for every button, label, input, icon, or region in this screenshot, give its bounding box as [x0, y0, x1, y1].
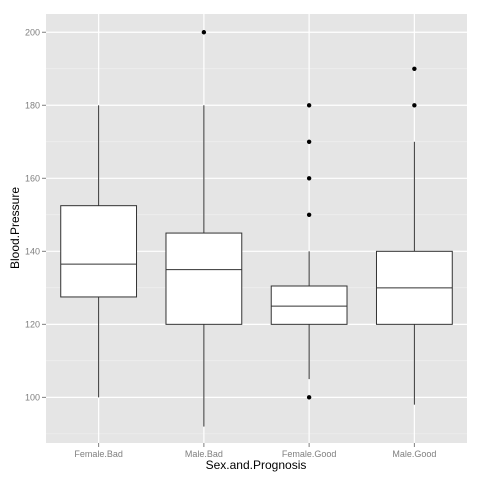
- x-tick-label: Female.Good: [282, 449, 337, 459]
- box-female-bad: [60, 105, 138, 398]
- outlier-point: [201, 30, 207, 35]
- x-axis-ticks: Female.Bad Male.Bad Female.Good Male.Good: [74, 443, 436, 459]
- box-male-bad: [165, 30, 243, 427]
- y-tick-label: 180: [25, 100, 40, 110]
- outlier-point: [306, 395, 312, 400]
- y-axis-title: Blood.Pressure: [8, 187, 22, 269]
- y-tick-label: 160: [25, 173, 40, 183]
- x-axis-title: Sex.and.Prognosis: [206, 458, 307, 472]
- y-tick-label: 200: [25, 27, 40, 37]
- outlier-point: [306, 103, 312, 108]
- box-male-good: [375, 66, 453, 405]
- outlier-point: [306, 139, 312, 144]
- y-tick-label: 120: [25, 319, 40, 329]
- outlier-point: [412, 66, 417, 71]
- boxes: [60, 30, 453, 427]
- y-axis-ticks: 100 120 140 160 180 200: [25, 27, 46, 402]
- outlier-point: [306, 212, 312, 218]
- box-iqr: [270, 285, 348, 325]
- box-female-good: [270, 103, 348, 400]
- y-tick-label: 100: [25, 392, 40, 402]
- outlier-point: [412, 103, 417, 108]
- x-tick-label: Male.Good: [392, 449, 436, 459]
- box-iqr: [165, 232, 243, 325]
- outlier-point: [306, 176, 312, 181]
- box-iqr: [60, 205, 138, 298]
- x-tick-label: Male.Bad: [185, 449, 223, 459]
- y-tick-label: 140: [25, 246, 40, 256]
- x-tick-label: Female.Bad: [74, 449, 123, 459]
